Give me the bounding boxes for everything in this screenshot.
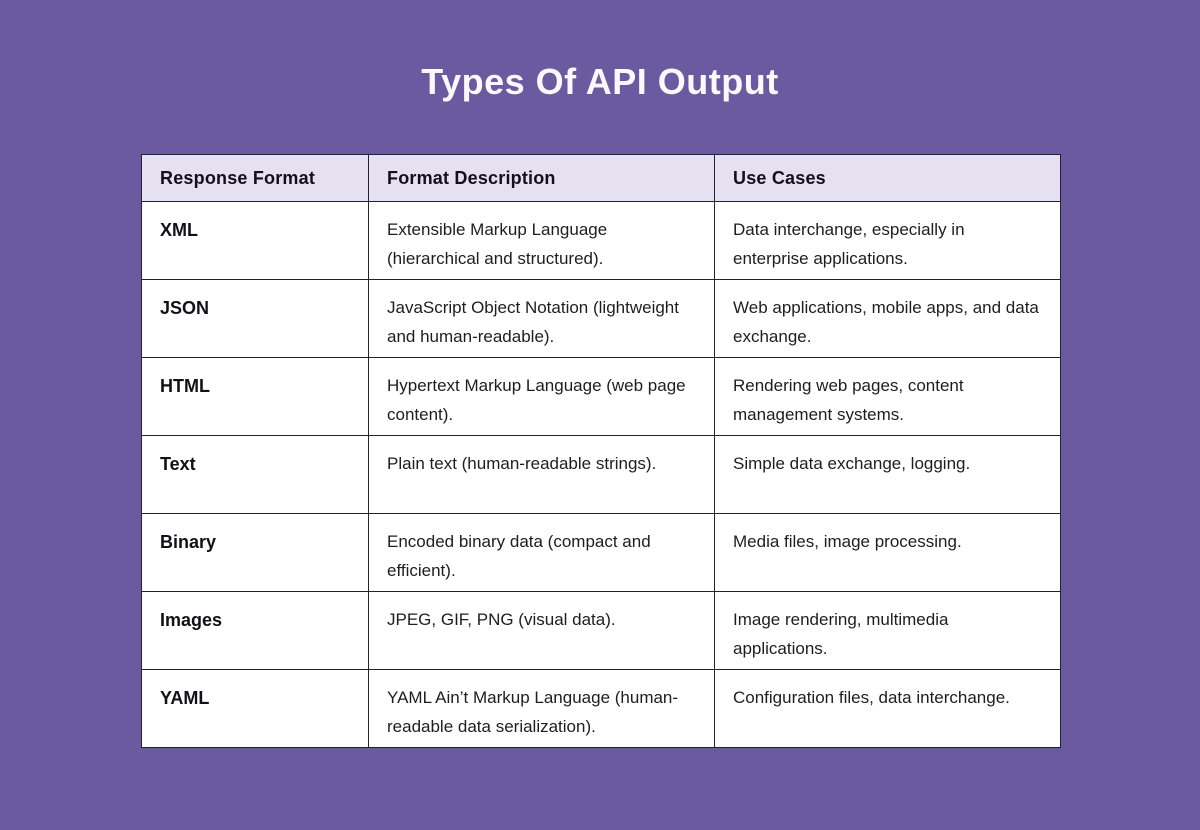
column-header-use-cases: Use Cases bbox=[714, 154, 1061, 202]
table-row: Binary Encoded binary data (compact and e… bbox=[141, 513, 1061, 592]
table-row: JSON JavaScript Object Notation (lightwei… bbox=[141, 279, 1061, 358]
cell-format-description: YAML Ain’t Markup Language (human-readab… bbox=[368, 669, 715, 748]
cell-format-description: Hypertext Markup Language (web page cont… bbox=[368, 357, 715, 436]
table-row: Images JPEG, GIF, PNG (visual data). Image… bbox=[141, 591, 1061, 670]
cell-use-cases: Image rendering, multimedia applications… bbox=[714, 591, 1061, 670]
cell-use-cases: Data interchange, especially in enterpri… bbox=[714, 201, 1061, 280]
cell-response-format: HTML bbox=[141, 357, 369, 436]
cell-response-format: JSON bbox=[141, 279, 369, 358]
column-header-format-description: Format Description bbox=[368, 154, 715, 202]
cell-response-format: XML bbox=[141, 201, 369, 280]
cell-response-format: Binary bbox=[141, 513, 369, 592]
cell-use-cases: Configuration files, data interchange. bbox=[714, 669, 1061, 748]
api-output-table: Response Format Format Description Use C… bbox=[141, 154, 1061, 748]
cell-use-cases: Simple data exchange, logging. bbox=[714, 435, 1061, 514]
table-row: YAML YAML Ain’t Markup Language (human-re… bbox=[141, 669, 1061, 748]
page-title: Types Of API Output bbox=[421, 61, 779, 102]
cell-use-cases: Web applications, mobile apps, and data … bbox=[714, 279, 1061, 358]
cell-format-description: JPEG, GIF, PNG (visual data). bbox=[368, 591, 715, 670]
cell-use-cases: Media files, image processing. bbox=[714, 513, 1061, 592]
cell-format-description: Plain text (human-readable strings). bbox=[368, 435, 715, 514]
cell-format-description: Extensible Markup Language (hierarchical… bbox=[368, 201, 715, 280]
cell-response-format: Text bbox=[141, 435, 369, 514]
table-header-row: Response Format Format Description Use C… bbox=[141, 154, 1061, 202]
table-row: XML Extensible Markup Language (hierarchi… bbox=[141, 201, 1061, 280]
cell-response-format: YAML bbox=[141, 669, 369, 748]
cell-response-format: Images bbox=[141, 591, 369, 670]
table-row: Text Plain text (human-readable strings).… bbox=[141, 435, 1061, 514]
cell-use-cases: Rendering web pages, content management … bbox=[714, 357, 1061, 436]
table-row: HTML Hypertext Markup Language (web page … bbox=[141, 357, 1061, 436]
cell-format-description: JavaScript Object Notation (lightweight … bbox=[368, 279, 715, 358]
cell-format-description: Encoded binary data (compact and efficie… bbox=[368, 513, 715, 592]
column-header-response-format: Response Format bbox=[141, 154, 369, 202]
